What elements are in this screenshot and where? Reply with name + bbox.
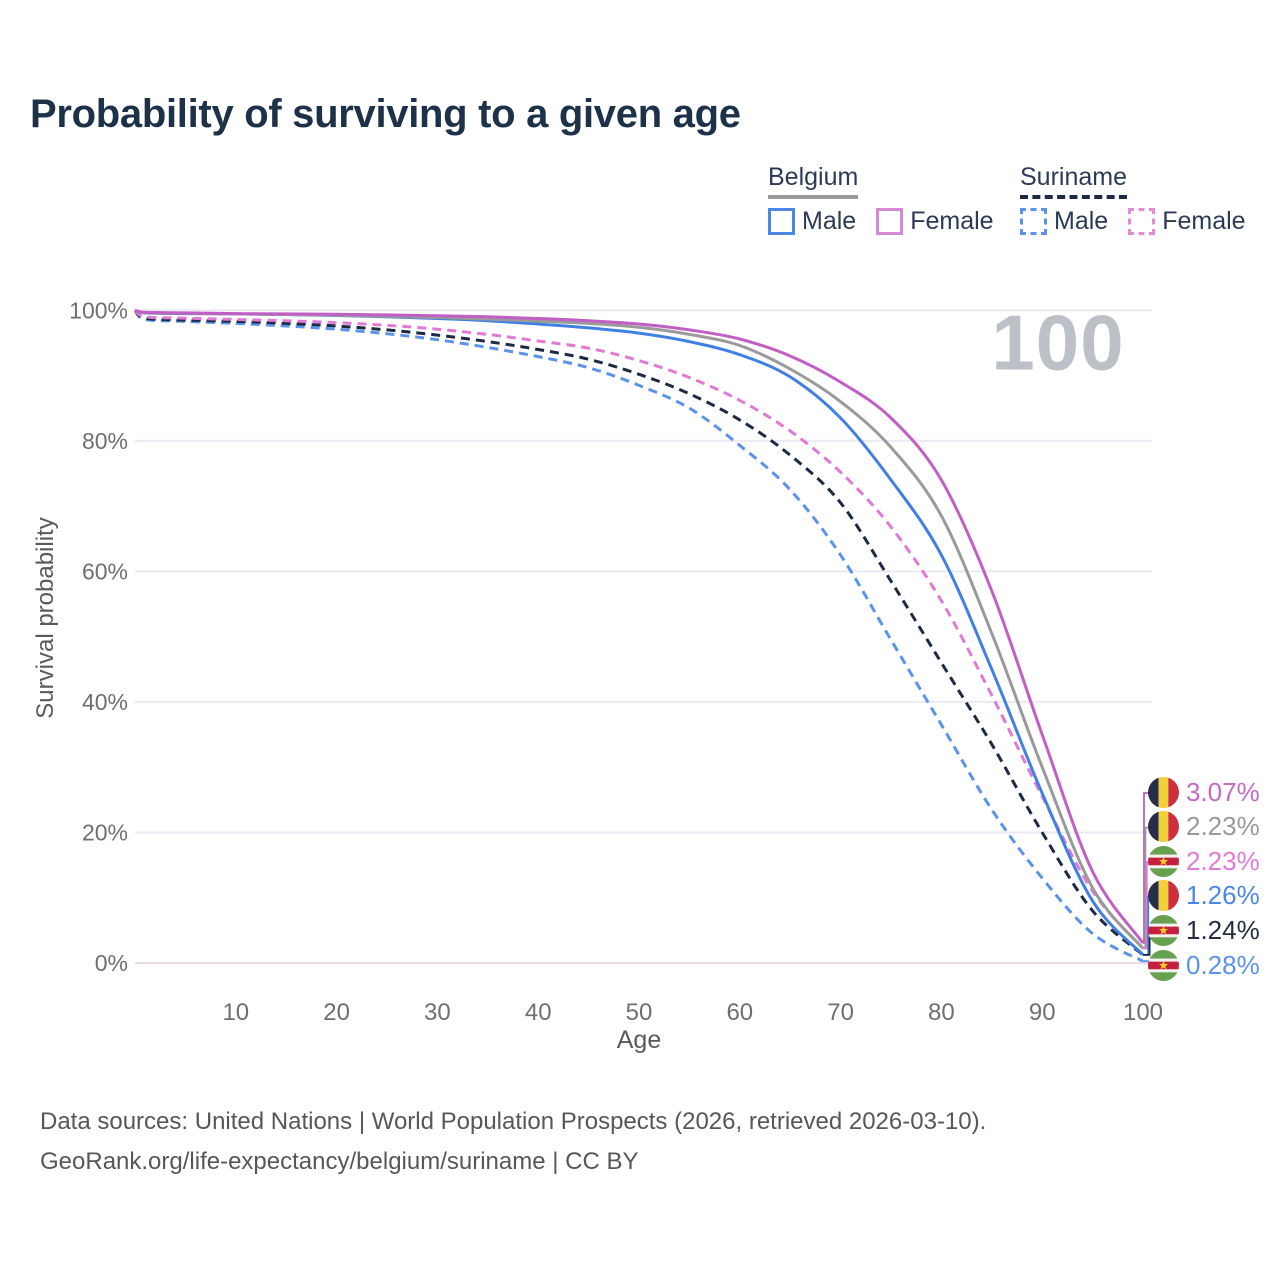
legend-item-belgium-female[interactable]: Female bbox=[876, 207, 994, 236]
y-axis-title: Survival probability bbox=[32, 517, 59, 719]
end-value: 1.24% bbox=[1186, 914, 1260, 945]
x-tick-label: 100 bbox=[1123, 999, 1163, 1026]
label-connector bbox=[1143, 792, 1152, 944]
end-label-belgium: 2.23% bbox=[1148, 811, 1260, 843]
series-line-suriname-male[interactable] bbox=[133, 309, 1144, 963]
y-tick-label: 40% bbox=[82, 689, 128, 715]
legend-swatch-solid-pink bbox=[876, 208, 904, 235]
x-tick-label: 80 bbox=[928, 999, 955, 1026]
age-watermark: 100 bbox=[991, 298, 1125, 387]
legend-item-suriname-female[interactable]: Female bbox=[1128, 207, 1246, 236]
y-tick-label: 0% bbox=[95, 950, 128, 976]
x-tick-label: 20 bbox=[323, 999, 350, 1026]
belgium-flag-icon bbox=[1148, 811, 1179, 843]
legend-item-suriname-male[interactable]: Male bbox=[1020, 207, 1108, 236]
end-label-suriname-male: 0.28% bbox=[1148, 949, 1260, 981]
x-tick-label: 10 bbox=[222, 999, 249, 1026]
end-label-belgium-female: 3.07% bbox=[1148, 776, 1260, 808]
series-line-belgium-female[interactable] bbox=[134, 308, 1145, 944]
belgium-flag-icon bbox=[1148, 880, 1179, 912]
y-tick-label: 100% bbox=[69, 297, 128, 323]
x-tick-label: 50 bbox=[626, 999, 653, 1026]
end-label-suriname-female: 2.23% bbox=[1148, 845, 1260, 877]
footer-attribution: GeoRank.org/life-expectancy/belgium/suri… bbox=[40, 1148, 639, 1175]
legend-country-label: Suriname bbox=[1020, 163, 1127, 191]
legend-group-suriname: Suriname Male Female bbox=[1020, 163, 1246, 236]
suriname-flag-icon bbox=[1148, 949, 1179, 981]
legend-swatch-dashed-pink bbox=[1128, 208, 1156, 235]
legend-item-belgium-male[interactable]: Male bbox=[768, 207, 856, 236]
chart-title: Probability of surviving to a given age bbox=[30, 92, 741, 136]
legend-underline-solid bbox=[768, 195, 859, 199]
legend-item-label: Male bbox=[1054, 207, 1109, 235]
series-line-suriname-female[interactable] bbox=[133, 309, 1145, 950]
end-value: 2.23% bbox=[1186, 811, 1260, 842]
legend-country-suriname[interactable]: Suriname bbox=[1020, 163, 1127, 199]
end-value: 3.07% bbox=[1186, 776, 1260, 807]
end-label-suriname: 1.24% bbox=[1148, 914, 1260, 946]
legend-underline-dashed bbox=[1020, 195, 1127, 199]
legend-item-label: Female bbox=[1162, 207, 1246, 235]
legend-group-belgium: Belgium Male Female bbox=[768, 163, 994, 236]
y-tick-label: 80% bbox=[82, 428, 128, 454]
x-tick-label: 40 bbox=[525, 999, 552, 1026]
end-label-belgium-male: 1.26% bbox=[1148, 880, 1260, 912]
belgium-flag-icon bbox=[1148, 776, 1179, 808]
end-value: 1.26% bbox=[1186, 880, 1260, 911]
legend-swatch-solid-blue bbox=[768, 208, 795, 235]
legend-swatch-dashed-blue bbox=[1020, 208, 1047, 235]
series-line-suriname[interactable] bbox=[133, 309, 1144, 957]
legend-country-label: Belgium bbox=[768, 163, 859, 191]
suriname-flag-icon bbox=[1148, 914, 1179, 946]
suriname-flag-icon bbox=[1148, 845, 1179, 877]
y-tick-label: 60% bbox=[82, 558, 128, 584]
legend-country-belgium[interactable]: Belgium bbox=[768, 163, 859, 199]
x-tick-label: 90 bbox=[1029, 999, 1056, 1026]
x-tick-label: 60 bbox=[726, 999, 753, 1026]
y-tick-label: 20% bbox=[82, 819, 128, 845]
end-value: 0.28% bbox=[1186, 949, 1260, 980]
x-tick-label: 70 bbox=[827, 999, 854, 1026]
x-tick-label: 30 bbox=[424, 999, 451, 1026]
legend-item-label: Male bbox=[802, 207, 857, 235]
legend-item-label: Female bbox=[910, 207, 994, 235]
series-line-belgium[interactable] bbox=[134, 308, 1145, 950]
footer-data-sources: Data sources: United Nations | World Pop… bbox=[40, 1108, 987, 1135]
end-value: 2.23% bbox=[1186, 845, 1260, 876]
x-axis-title: Age bbox=[616, 1026, 662, 1054]
